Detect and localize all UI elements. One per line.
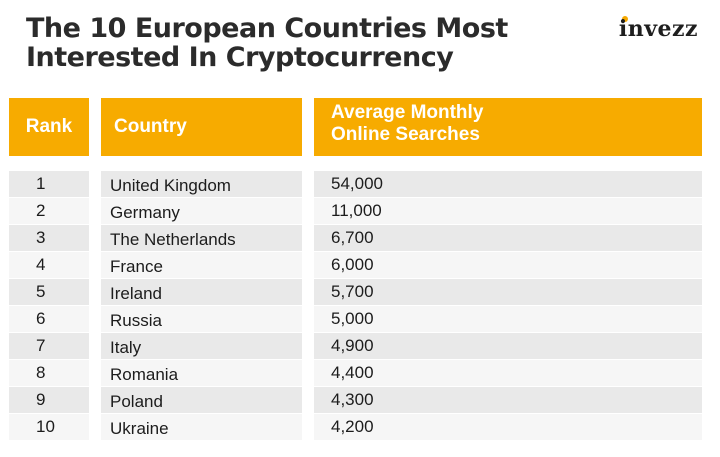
searches-cell: 54,000 (314, 171, 702, 197)
country-cell: Italy (101, 333, 302, 359)
title-line-1: The 10 European Countries Most (26, 13, 508, 44)
rank-cell: 8 (9, 360, 89, 386)
table-row: 8 Romania 4,400 (0, 360, 720, 387)
table-row: 9 Poland 4,300 (0, 387, 720, 414)
country-cell: Germany (101, 198, 302, 224)
table-row: 5 Ireland 5,700 (0, 279, 720, 306)
table-row: 7 Italy 4,900 (0, 333, 720, 360)
country-cell: Ukraine (101, 414, 302, 440)
country-cell: The Netherlands (101, 225, 302, 251)
rank-cell: 1 (9, 171, 89, 197)
title-line-2: Interested In Cryptocurrency (26, 42, 454, 73)
header-country: Country (101, 98, 302, 156)
rank-cell: 5 (9, 279, 89, 305)
rank-cell: 4 (9, 252, 89, 278)
table-row: 6 Russia 5,000 (0, 306, 720, 333)
country-cell: France (101, 252, 302, 278)
country-cell: Russia (101, 306, 302, 332)
rank-cell: 2 (9, 198, 89, 224)
searches-cell: 4,300 (314, 387, 702, 413)
header-searches-line-2: Online Searches (331, 124, 480, 145)
table-row: 3 The Netherlands 6,700 (0, 225, 720, 252)
table-row: 4 France 6,000 (0, 252, 720, 279)
searches-cell: 4,900 (314, 333, 702, 359)
searches-cell: 6,700 (314, 225, 702, 251)
country-cell: Romania (101, 360, 302, 386)
rank-cell: 9 (9, 387, 89, 413)
logo-text: invezz (618, 16, 698, 42)
header-rank-label: Rank (25, 116, 73, 137)
table-row: 10 Ukraine 4,200 (0, 414, 720, 441)
rank-cell: 10 (9, 414, 89, 440)
rank-cell: 7 (9, 333, 89, 359)
country-cell: Poland (101, 387, 302, 413)
header-rank: Rank (9, 98, 89, 156)
page-title: The 10 European Countries Most Intereste… (26, 14, 508, 72)
table-row: 2 Germany 11,000 (0, 198, 720, 225)
searches-cell: 5,000 (314, 306, 702, 332)
invezz-logo: invezz (619, 16, 698, 42)
searches-cell: 4,200 (314, 414, 702, 440)
searches-cell: 11,000 (314, 198, 702, 224)
searches-cell: 5,700 (314, 279, 702, 305)
searches-cell: 6,000 (314, 252, 702, 278)
header-country-label: Country (114, 116, 187, 137)
table-row: 1 United Kingdom 54,000 (0, 171, 720, 198)
rank-cell: 3 (9, 225, 89, 251)
country-cell: United Kingdom (101, 171, 302, 197)
searches-cell: 4,400 (314, 360, 702, 386)
country-cell: Ireland (101, 279, 302, 305)
table-body: 1 United Kingdom 54,000 2 Germany 11,000 3 The … (0, 171, 720, 441)
rank-cell: 6 (9, 306, 89, 332)
logo-dot-icon (621, 16, 628, 22)
header-searches-line-1: Average Monthly (331, 102, 484, 123)
header-searches: Average Monthly Online Searches (314, 98, 702, 156)
